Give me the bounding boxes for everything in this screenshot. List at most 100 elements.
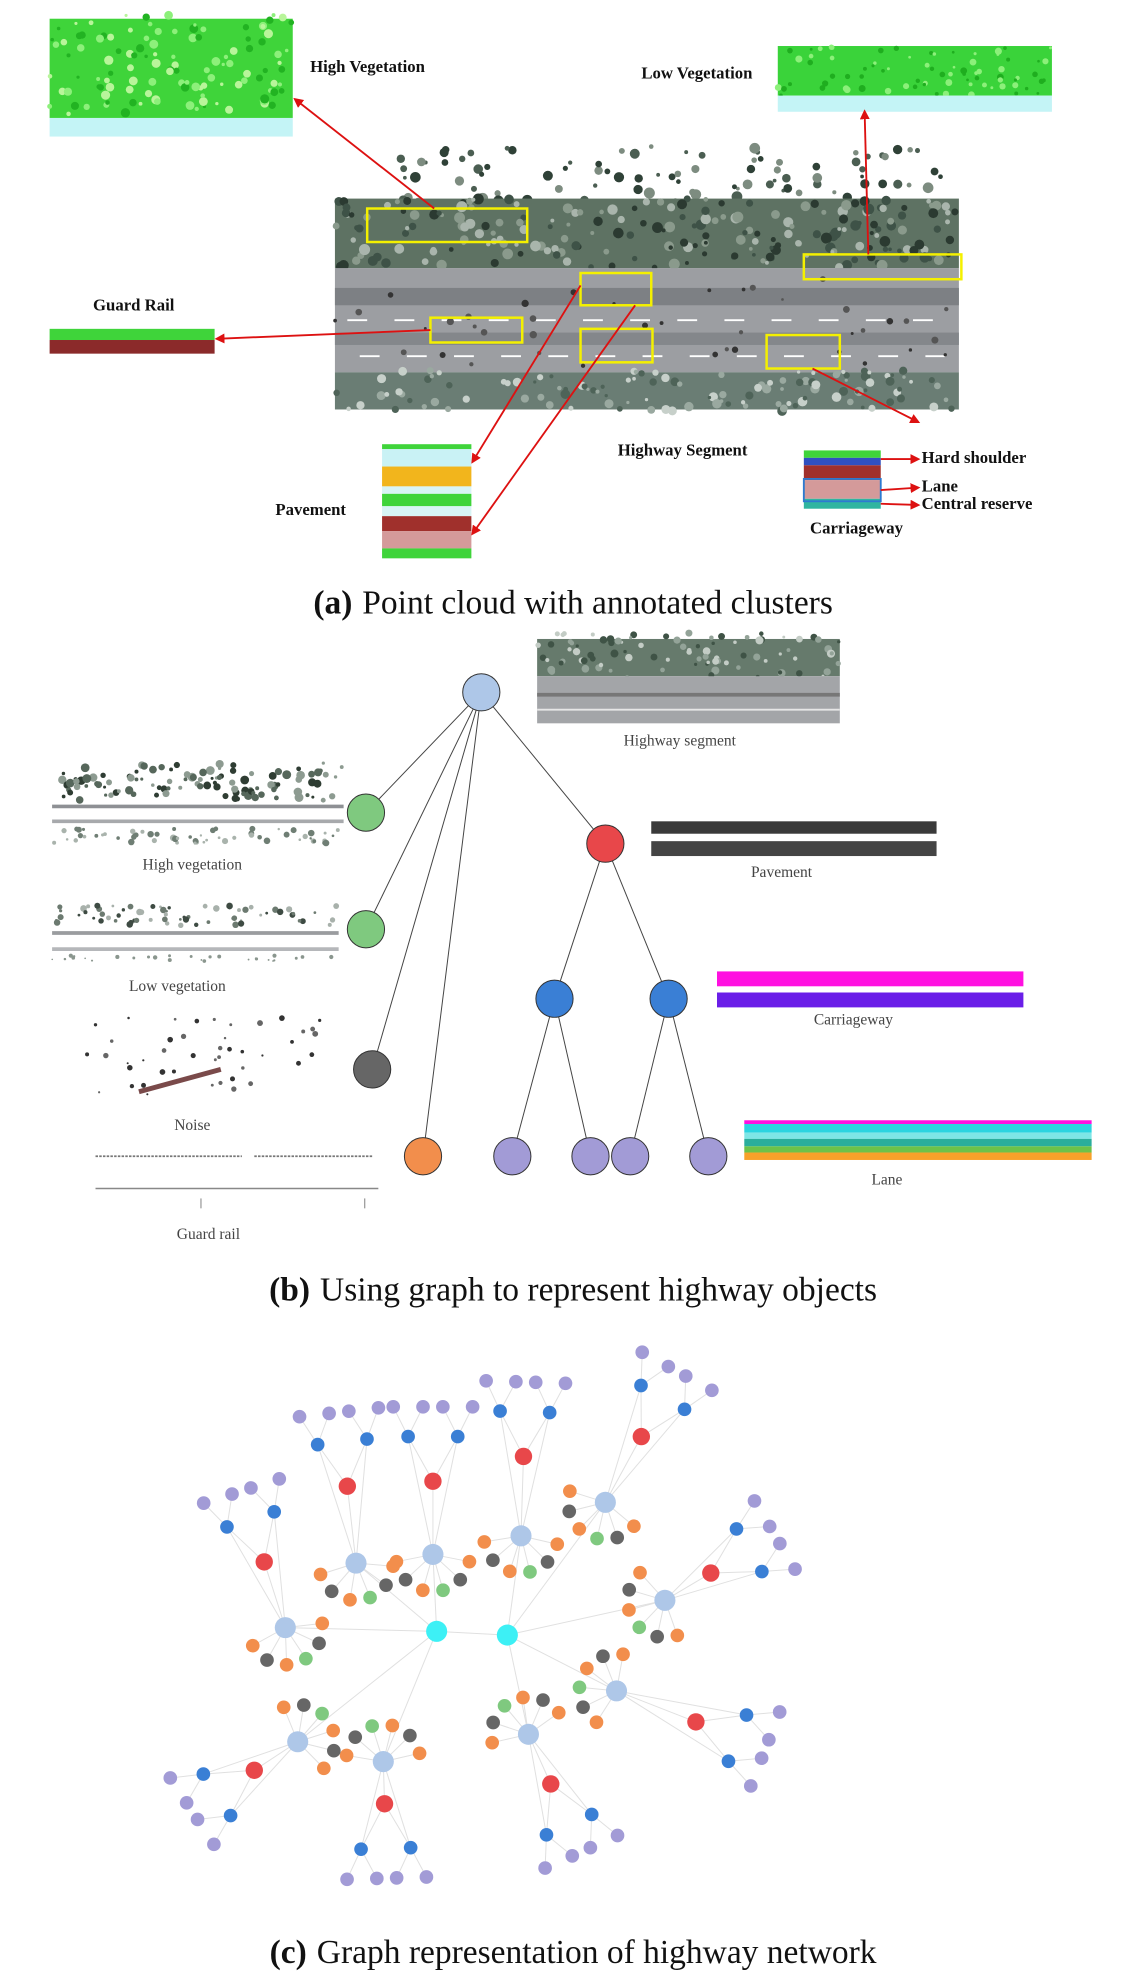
graph-node: [740, 1708, 754, 1722]
point: [944, 307, 948, 311]
tree-node: [404, 1138, 441, 1175]
label: Highway Segment: [618, 440, 748, 459]
point: [811, 371, 815, 375]
point: [104, 793, 107, 796]
point: [764, 659, 768, 663]
point: [141, 1083, 146, 1088]
point: [855, 242, 864, 251]
point: [664, 222, 675, 233]
point: [767, 380, 773, 386]
graph-node: [572, 1522, 586, 1536]
point: [377, 391, 386, 400]
point: [332, 834, 335, 837]
carriageway-image: [717, 993, 1023, 1008]
point: [213, 905, 220, 912]
graph-node: [413, 1746, 427, 1760]
point: [557, 386, 562, 391]
point: [795, 240, 802, 247]
graph-node: [340, 1873, 354, 1887]
point: [603, 249, 609, 255]
point: [303, 956, 305, 958]
point: [143, 13, 150, 20]
label: Carriageway: [810, 519, 904, 538]
point: [874, 233, 879, 238]
graph-node: [510, 1525, 531, 1546]
point: [660, 668, 665, 673]
point: [181, 1034, 186, 1039]
point: [590, 656, 596, 662]
point: [809, 54, 814, 59]
point: [456, 201, 467, 212]
graph-node: [220, 1520, 234, 1534]
tree-edge: [554, 844, 605, 999]
point: [130, 829, 135, 834]
graph-node: [773, 1705, 787, 1719]
pavement-image: [382, 486, 471, 493]
point: [153, 52, 157, 56]
label: Lane: [871, 1172, 902, 1189]
graph-node: [399, 1573, 413, 1587]
point: [66, 779, 75, 788]
point: [121, 108, 130, 117]
point: [260, 24, 265, 29]
point: [256, 75, 263, 82]
point: [593, 183, 597, 187]
point: [760, 258, 765, 263]
point: [168, 958, 172, 962]
point: [183, 916, 189, 922]
point: [203, 904, 208, 909]
point: [934, 255, 944, 265]
point: [106, 779, 112, 785]
point: [890, 373, 894, 377]
point: [861, 406, 865, 410]
point: [779, 652, 782, 655]
point: [155, 28, 162, 35]
point: [238, 920, 244, 926]
point: [724, 660, 729, 665]
point: [563, 203, 573, 213]
point: [349, 212, 355, 218]
point: [172, 827, 176, 831]
point: [213, 783, 220, 790]
graph-edge: [437, 1631, 508, 1635]
point: [400, 165, 407, 172]
carriageway-image: [804, 465, 881, 480]
point: [946, 236, 954, 244]
point: [712, 658, 719, 665]
pavement-image: [382, 516, 471, 531]
point: [158, 764, 164, 770]
point: [76, 796, 84, 804]
point: [243, 70, 251, 78]
point: [222, 793, 228, 799]
graph-node: [635, 1345, 649, 1359]
point: [217, 1055, 221, 1059]
point: [795, 55, 802, 62]
point: [214, 827, 219, 832]
point: [134, 918, 139, 923]
graph-node: [678, 1403, 692, 1417]
point: [116, 48, 122, 54]
label: Central reserve: [922, 494, 1033, 513]
label: Highway segment: [624, 732, 737, 749]
point: [934, 226, 941, 233]
point: [272, 954, 276, 958]
point: [446, 382, 453, 389]
point: [860, 175, 864, 179]
point: [582, 665, 590, 673]
point: [427, 367, 434, 374]
point: [243, 24, 249, 30]
point: [152, 59, 161, 68]
tree-node: [347, 794, 384, 831]
point: [754, 384, 762, 392]
point: [931, 337, 938, 344]
graph-edge: [617, 1691, 696, 1722]
point: [702, 232, 709, 239]
graph-node: [386, 1400, 400, 1414]
point: [259, 914, 262, 917]
point: [266, 17, 273, 24]
point: [841, 370, 845, 374]
graph-node: [538, 1861, 552, 1875]
point: [107, 34, 114, 41]
point: [563, 257, 571, 265]
point: [783, 184, 792, 193]
